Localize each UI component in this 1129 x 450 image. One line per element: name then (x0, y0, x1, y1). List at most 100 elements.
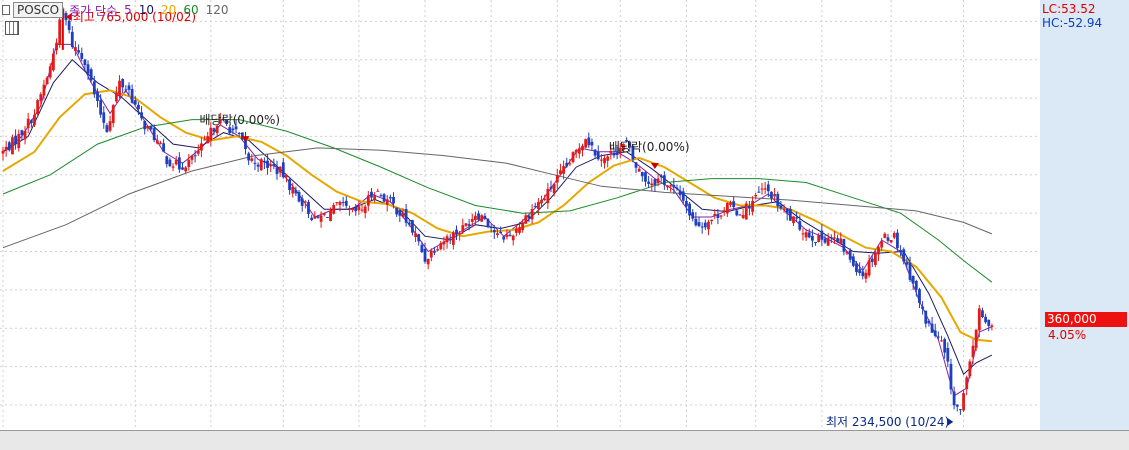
candle-body (181, 167, 184, 170)
candle-body (121, 79, 125, 88)
candle-body (754, 194, 758, 197)
candle-body (77, 50, 80, 53)
candle-body (272, 164, 276, 166)
candle-body (555, 175, 559, 183)
candle-body (80, 53, 84, 59)
candle-body (552, 183, 556, 194)
ma-line-120 (2, 147, 993, 249)
candle-body (291, 186, 295, 194)
candle-body (574, 150, 578, 153)
candle-body (628, 141, 632, 148)
table-icon[interactable] (5, 21, 19, 35)
candle-body (379, 195, 383, 197)
candle-body (215, 125, 219, 134)
candle-body (968, 361, 972, 377)
candle-body (603, 158, 606, 164)
candle-body (458, 233, 462, 235)
candle-body (171, 166, 175, 168)
candle-body (278, 166, 282, 173)
candle-body (70, 31, 74, 48)
candle-body (23, 131, 27, 140)
candle-body (886, 237, 890, 241)
current-price-badge: 360,000 (1045, 312, 1127, 327)
candle-body (92, 81, 96, 95)
candle-body (936, 336, 940, 338)
candle-body (524, 215, 528, 224)
candle-body (303, 201, 307, 203)
candle-body (940, 340, 943, 342)
candle-body (776, 193, 780, 207)
candle-body (206, 136, 210, 144)
candle-body (662, 175, 666, 185)
candle-body (549, 186, 553, 189)
candle-body (470, 219, 474, 222)
candle-body (527, 215, 531, 219)
candle-body (788, 209, 792, 221)
ma-line-20 (2, 89, 992, 343)
candle-body (785, 208, 789, 214)
candle-body (477, 213, 480, 220)
candle-body (218, 119, 222, 124)
candle-body (858, 269, 862, 274)
candle-body (152, 128, 156, 141)
candle-body (748, 205, 751, 209)
candle-body (880, 241, 884, 248)
candle-body (398, 210, 402, 216)
candle-body (666, 185, 669, 188)
candle-body (637, 168, 641, 172)
candle-body (965, 377, 969, 390)
candle-body (974, 329, 978, 348)
candle-body (521, 222, 525, 231)
candle-body (474, 215, 477, 221)
ex-dividend-marker-icon (241, 136, 250, 143)
candle-body (332, 204, 336, 214)
candle-body (29, 120, 33, 124)
candle-body (735, 210, 739, 216)
candle-body (155, 140, 159, 144)
candle-body (39, 94, 43, 101)
low-annotation: 최저 234,500 (10/24) (826, 415, 949, 429)
candle-body (949, 363, 953, 390)
candle-body (58, 19, 62, 45)
legend-toggle-box[interactable] (2, 5, 10, 15)
candle-body (599, 159, 603, 161)
candle-body (653, 179, 657, 186)
candle-body (962, 393, 965, 411)
candle-body (584, 139, 588, 148)
candle-body (480, 215, 484, 222)
candle-body (700, 226, 704, 228)
candle-body (703, 222, 707, 228)
candle-body (165, 156, 169, 165)
candle-body (433, 250, 436, 253)
candle-body (889, 239, 893, 243)
candle-body (559, 170, 562, 175)
candle-body (99, 100, 103, 115)
candle-body (492, 230, 496, 233)
candle-body (744, 203, 748, 220)
candle-body (675, 187, 679, 190)
candle-body (451, 232, 455, 245)
symbol-label[interactable]: POSCO (13, 2, 64, 18)
candle-body (234, 126, 238, 130)
ma-120-label: 120 (205, 3, 229, 17)
candle-body (114, 92, 118, 102)
candle-body (162, 143, 166, 152)
candle-body (190, 155, 194, 160)
candle-body (256, 164, 260, 167)
candle-body (540, 200, 543, 204)
candle-body (467, 224, 471, 226)
candle-body (984, 316, 988, 323)
candle-body (713, 214, 717, 217)
candle-body (877, 247, 880, 255)
ma-20-label: 20 (161, 3, 177, 17)
candle-body (829, 237, 833, 239)
candle-body (725, 202, 729, 214)
candle-body (656, 178, 660, 184)
candle-body (719, 215, 723, 217)
candle-body (669, 185, 673, 187)
candle-body (26, 118, 30, 129)
candle-body (927, 320, 931, 324)
candle-body (33, 114, 36, 125)
candle-body (225, 119, 229, 125)
